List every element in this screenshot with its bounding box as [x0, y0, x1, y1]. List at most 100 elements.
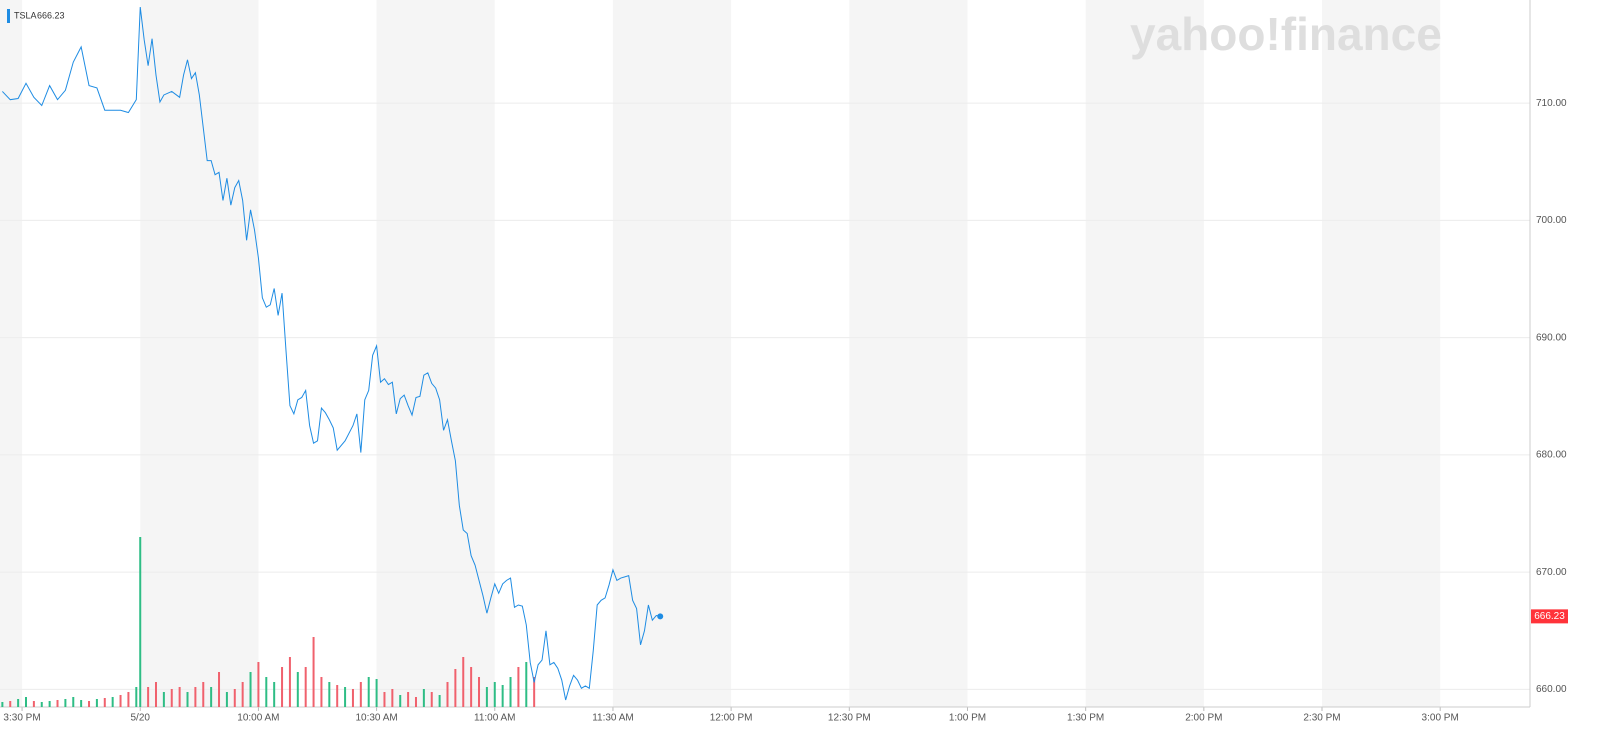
volume-bar	[533, 677, 536, 707]
y-tick-label: 710.00	[1536, 98, 1567, 109]
volume-bar	[336, 685, 339, 707]
volume-bar	[24, 697, 27, 707]
time-band	[1085, 0, 1204, 707]
volume-bar	[320, 677, 323, 707]
volume-bar	[296, 672, 299, 707]
y-tick-label: 680.00	[1536, 450, 1567, 461]
y-tick-label: 700.00	[1536, 215, 1567, 226]
price-line	[1, 6, 661, 701]
x-tick-label: 12:30 PM	[828, 713, 871, 724]
volume-bar	[111, 697, 114, 707]
volume-bar	[517, 667, 520, 707]
volume-bar	[103, 698, 106, 707]
x-tick-label: 2:30 PM	[1303, 713, 1340, 724]
volume-bar	[399, 695, 402, 707]
volume-bar	[210, 687, 213, 707]
x-tick-label: 5/20	[131, 713, 151, 724]
volume-bar	[202, 682, 205, 707]
volume-bar	[351, 689, 354, 707]
price-badge	[1531, 609, 1568, 624]
time-band	[612, 0, 732, 707]
volume-bar	[1, 702, 4, 707]
volume-bar	[312, 637, 315, 707]
volume-bar	[359, 682, 362, 707]
volume-bar	[288, 657, 291, 707]
volume-bar	[127, 692, 130, 707]
volume-bar	[281, 667, 284, 707]
y-tick-label: 670.00	[1536, 567, 1567, 578]
volume-bar	[525, 662, 528, 707]
volume-bar	[257, 662, 260, 707]
volume-bar	[241, 682, 244, 707]
volume-bar	[430, 692, 433, 707]
volume-bar	[304, 667, 307, 707]
x-tick-label: 2:00 PM	[1185, 713, 1222, 724]
volume-bar	[344, 687, 347, 707]
volume-bar	[328, 682, 331, 707]
volume-bar	[509, 677, 512, 707]
volume-bar	[470, 667, 473, 707]
x-tick-label: 10:00 AM	[237, 713, 279, 724]
volume-bar	[454, 669, 457, 707]
volume-bar	[139, 537, 142, 707]
volume-bar	[194, 687, 197, 707]
volume-bar	[383, 692, 386, 707]
x-tick-label: 11:30 AM	[592, 713, 634, 724]
volume-bar	[225, 692, 228, 707]
volume-bar	[48, 701, 51, 707]
volume-bar	[88, 701, 91, 707]
volume-bar	[119, 695, 122, 707]
last-point	[657, 613, 664, 620]
x-tick-label: 1:30 PM	[1067, 713, 1104, 724]
volume-bar	[462, 657, 465, 707]
volume-bar	[367, 677, 370, 707]
x-tick-label: 1:00 PM	[949, 713, 986, 724]
volume-bar	[95, 699, 98, 707]
volume-bar	[170, 689, 173, 707]
volume-bar	[446, 682, 449, 707]
x-tick-label: 11:00 AM	[474, 713, 516, 724]
x-tick-label: 3:30 PM	[3, 713, 40, 724]
volume-bar	[135, 687, 138, 707]
volume-bar	[56, 700, 59, 707]
volume-bar	[186, 692, 189, 707]
time-band	[0, 0, 23, 707]
x-tick-label: 10:30 AM	[355, 713, 397, 724]
watermark: yahoo!finance	[1130, 8, 1442, 60]
volume-bar	[9, 701, 12, 707]
time-band	[140, 0, 259, 707]
volume-bar	[72, 697, 75, 707]
header-price: 666.23	[37, 10, 65, 20]
volume-bar	[501, 685, 504, 707]
time-band	[376, 0, 495, 707]
volume-bar	[233, 689, 236, 707]
volume-bar	[422, 689, 425, 707]
volume-bar	[478, 677, 481, 707]
volume-bar	[391, 689, 394, 707]
symbol-marker	[7, 9, 10, 23]
time-band	[849, 0, 968, 707]
y-tick-label: 660.00	[1536, 684, 1567, 695]
x-tick-label: 3:00 PM	[1422, 713, 1459, 724]
volume-bar	[64, 699, 67, 707]
volume-bar	[32, 701, 35, 707]
volume-bar	[162, 692, 165, 707]
volume-bar	[265, 677, 268, 707]
volume-bar	[438, 695, 441, 707]
volume-bar	[375, 679, 378, 707]
x-tick-label: 12:00 PM	[710, 713, 753, 724]
volume-bar	[218, 672, 221, 707]
volume-bar	[178, 687, 181, 707]
price-badge-label: 666.23	[1534, 611, 1565, 622]
volume-bar	[407, 692, 410, 707]
symbol: TSLA	[14, 10, 37, 20]
volume-bar	[80, 700, 83, 707]
volume-bar	[17, 699, 20, 707]
volume-bar	[493, 682, 496, 707]
volume-bar	[414, 697, 417, 707]
volume-bar	[485, 687, 488, 707]
y-tick-label: 690.00	[1536, 332, 1567, 343]
volume-bar	[40, 702, 43, 707]
time-band	[1322, 0, 1441, 707]
